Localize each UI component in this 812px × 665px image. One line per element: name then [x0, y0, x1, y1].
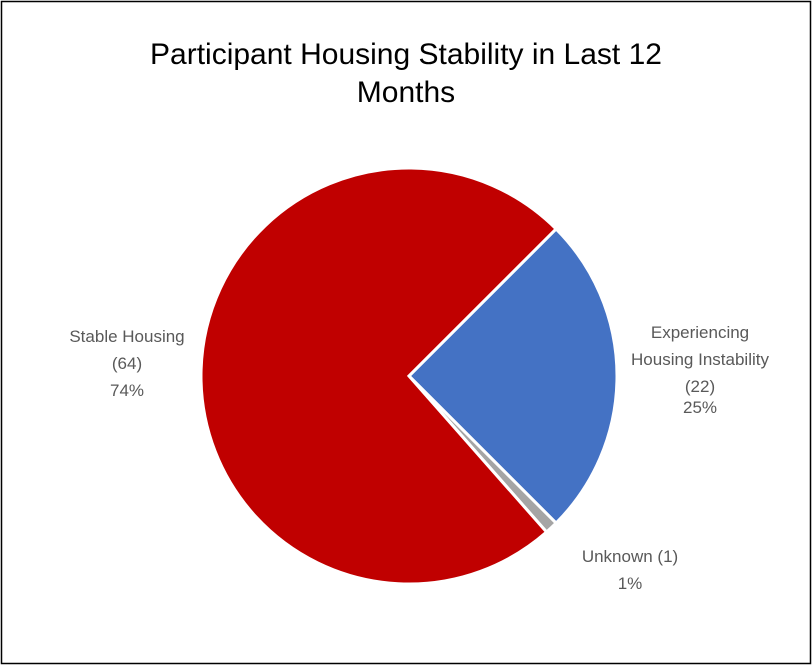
pie-slice — [199, 166, 559, 586]
value-label: 74% — [109, 381, 145, 400]
value-label: 1% — [617, 574, 643, 593]
pie-slice — [406, 226, 619, 526]
category-label: Unknown (1) — [581, 547, 679, 566]
chart-title: Participant Housing Stability in Last 12… — [150, 38, 662, 109]
category-label: Experiencing Housing Instability (22) — [631, 323, 769, 396]
category-label: Stable Housing (64) — [69, 327, 185, 373]
value-label: 25% — [682, 398, 718, 417]
